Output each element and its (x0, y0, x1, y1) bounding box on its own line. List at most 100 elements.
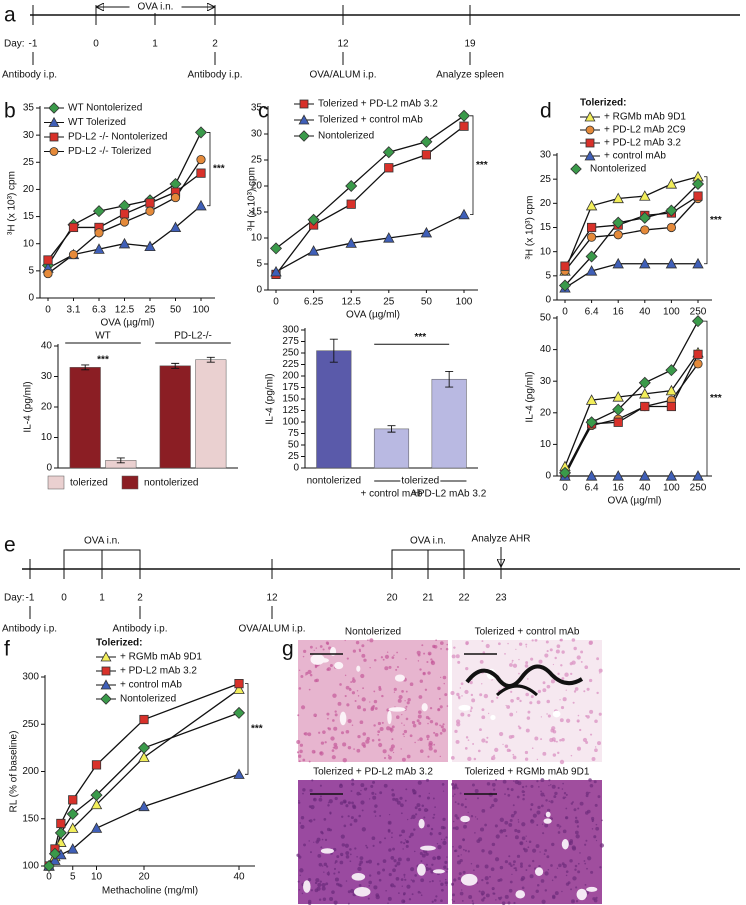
tissue-cell (419, 668, 422, 671)
tissue-cell (528, 840, 532, 844)
tissue-cell (515, 648, 517, 650)
tissue-cell (427, 755, 430, 758)
tissue-cell (532, 859, 535, 863)
y-tick-label: 300 (22, 672, 39, 683)
tissue-cell (406, 884, 411, 889)
tissue-cell (440, 647, 442, 650)
tissue-cell (550, 864, 553, 867)
tissue-airspace (420, 845, 436, 851)
marker-square (459, 121, 469, 131)
marker-diamond (345, 179, 358, 193)
tissue-cell (512, 863, 515, 866)
x-tick-label: 12.5 (115, 305, 135, 316)
tissue-cell (538, 786, 540, 788)
tissue-cell (544, 823, 549, 828)
tissue-cell (565, 793, 568, 796)
tissue-cell (433, 644, 438, 649)
bar (159, 365, 191, 469)
tissue-cell (370, 784, 374, 788)
tissue-cell (387, 902, 389, 904)
event-label: Antibody i.p. (187, 70, 242, 81)
tissue-cell (455, 654, 460, 659)
marker-triangle (93, 243, 105, 254)
tissue-cell (574, 819, 579, 824)
tissue-cell (325, 882, 329, 886)
tissue-cell (561, 677, 565, 680)
tissue-airspace (418, 818, 425, 829)
tissue-cell (426, 796, 430, 800)
tissue-cell (555, 649, 560, 654)
tissue-cell (525, 692, 529, 697)
tissue-cell (398, 834, 402, 837)
tissue-cell (433, 731, 436, 734)
tissue-cell (452, 820, 455, 823)
marker-diamond (691, 177, 705, 191)
tissue-cell (574, 864, 578, 868)
significance-bracket (207, 132, 211, 207)
y-axis-label: ³H (x 10³) cpm (525, 196, 536, 260)
tissue-cell (329, 663, 333, 667)
y-axis-label: ³H (x 10³) cpm (247, 167, 258, 231)
marker-circle (640, 225, 650, 235)
legend-label: + PD-L2 mAb 2C9 (604, 125, 686, 136)
marker-square (234, 679, 244, 689)
tissue-cell (470, 693, 474, 697)
tissue-cell (574, 816, 578, 819)
tissue-cell (470, 862, 473, 865)
tissue-cell (360, 783, 365, 788)
tissue-cell (538, 864, 541, 868)
tissue-cell (378, 742, 383, 748)
tissue-cell (361, 653, 366, 658)
tissue-cell (358, 863, 362, 866)
tissue-cell (530, 803, 534, 807)
event-label: Antibody i.p. (112, 624, 167, 635)
series-line (564, 320, 699, 474)
tissue-cell (586, 715, 590, 719)
tissue-cell (380, 656, 384, 659)
tissue-airspace (432, 869, 445, 874)
tissue-cell (444, 881, 448, 885)
bar (69, 367, 101, 469)
tissue-airspace (490, 714, 496, 721)
tissue-cell (419, 679, 424, 683)
tissue-cell (483, 693, 489, 699)
tissue-cell (504, 793, 506, 796)
tissue-cell (406, 754, 411, 759)
tissue-cell (298, 754, 302, 758)
x-tick-label: 0 (45, 305, 51, 316)
legend-swatch (121, 475, 139, 490)
y-axis-label: ³H (x 10³) cpm (7, 171, 18, 235)
tissue-cell (574, 830, 579, 835)
tissue-cell (351, 724, 354, 727)
tissue-cell (597, 741, 602, 746)
legend-label: + PD-L2 mAb 3.2 (604, 138, 681, 149)
tissue-cell (351, 801, 354, 805)
marker-triangle (665, 178, 678, 189)
y-tick-label: 5 (256, 259, 262, 270)
tissue-cell (546, 713, 548, 715)
tissue-cell (462, 870, 466, 874)
tissue-cell (388, 848, 392, 852)
tissue-cell (451, 654, 456, 659)
tissue-cell (462, 848, 465, 851)
tissue-cell (594, 803, 598, 807)
tissue-cell (465, 736, 469, 739)
tissue-cell (427, 722, 429, 725)
tissue-cell (590, 733, 593, 736)
tissue-cell (384, 654, 390, 659)
y-tick-label: 20 (540, 407, 552, 418)
tissue-cell (485, 893, 490, 898)
tissue-cell (599, 672, 601, 674)
tissue-cell (327, 802, 330, 804)
tissue-cell (494, 824, 498, 828)
tissue-cell (417, 714, 422, 719)
tissue-cell (359, 860, 363, 864)
tissue-cell (334, 796, 338, 801)
tissue-cell (426, 824, 430, 828)
legend-title: Tolerized: (580, 98, 626, 109)
tissue-cell (431, 880, 434, 883)
tissue-cell (573, 690, 577, 693)
tissue-cell (586, 867, 588, 870)
tissue-cell (470, 815, 474, 818)
histology-caption: Tolerized + RGMb mAb 9D1 (465, 767, 590, 778)
